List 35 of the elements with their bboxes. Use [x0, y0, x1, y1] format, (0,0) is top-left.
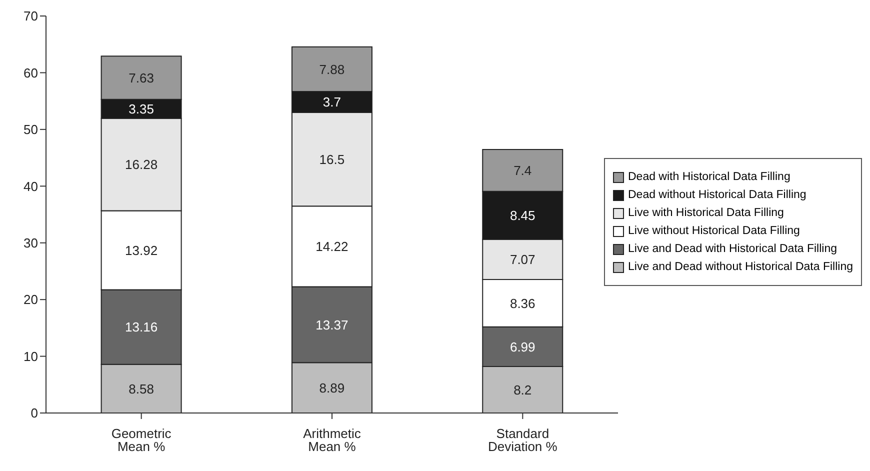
data-label: 14.22: [316, 239, 348, 254]
y-tick-label: 10: [24, 348, 38, 364]
y-tick-label: 0: [30, 406, 38, 421]
data-label: 16.28: [125, 157, 158, 172]
data-label: 6.99: [510, 339, 536, 354]
legend-label: Live and Dead with Historical Data Filling: [628, 243, 838, 255]
legend-label: Live and Dead without Historical Data Filling: [628, 261, 853, 273]
data-label: 8.58: [128, 381, 154, 396]
data-label: 8.36: [510, 296, 536, 311]
y-tick-label: 50: [24, 122, 38, 138]
x-tick-label: Arithmetic Mean %: [303, 426, 362, 454]
legend-label: Live without Historical Data Filling: [628, 225, 800, 237]
data-label: 7.88: [319, 62, 345, 77]
legend-label: Dead without Historical Data Filling: [628, 189, 806, 201]
y-tick-label: 60: [24, 65, 38, 80]
data-label: 8.45: [510, 208, 536, 223]
data-label: 16.5: [319, 152, 345, 167]
y-tick-label: 30: [24, 235, 38, 250]
data-label: 3.35: [128, 102, 154, 117]
data-label: 8.89: [319, 380, 345, 396]
data-label: 8.2: [514, 382, 532, 398]
legend-label: Dead with Historical Data Filling: [628, 171, 790, 183]
data-label: 3.7: [322, 94, 341, 110]
x-tick-label: Standard Deviation %: [488, 426, 558, 454]
data-label: 13.37: [316, 317, 348, 332]
data-label: 13.16: [125, 320, 158, 335]
y-tick-label: 40: [24, 178, 38, 194]
data-label: 7.07: [510, 252, 536, 268]
y-tick-label: 70: [24, 8, 38, 24]
data-label: 13.92: [125, 242, 158, 258]
data-label: 7.4: [514, 163, 532, 178]
x-tick-label: Geometric Mean %: [111, 426, 172, 454]
data-label: 7.63: [128, 70, 154, 86]
y-tick-label: 20: [24, 292, 38, 308]
legend-label: Live with Historical Data Filling: [628, 207, 784, 219]
